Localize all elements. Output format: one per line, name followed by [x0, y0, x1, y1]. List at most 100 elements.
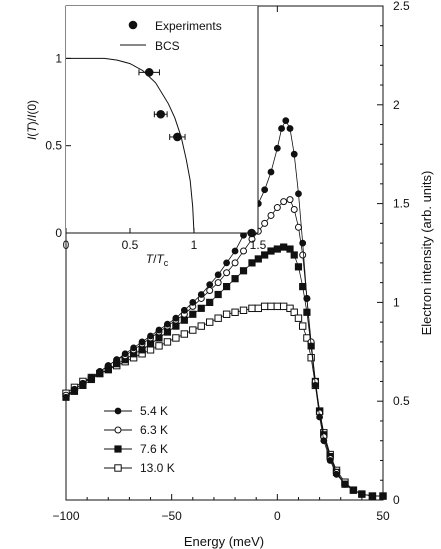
data-point	[267, 168, 275, 176]
data-point	[273, 245, 281, 253]
data-point	[62, 393, 70, 401]
series-6-3-kk	[62, 196, 387, 500]
data-point	[155, 334, 163, 342]
legend-marker	[114, 445, 122, 453]
legend-marker	[114, 407, 122, 415]
data-point	[286, 304, 294, 313]
inset-experiment-marker	[144, 68, 154, 77]
series-7-6-kk	[62, 243, 387, 500]
data-point	[231, 259, 239, 267]
data-point	[299, 239, 307, 247]
legend-entry: 13.0 K	[104, 461, 175, 475]
data-point	[172, 322, 180, 330]
data-point	[286, 125, 294, 132]
legend-label: 6.3 K	[140, 423, 168, 437]
inset-y-tick-label: 0	[55, 226, 62, 240]
data-point	[299, 282, 307, 291]
data-point	[96, 368, 104, 375]
inset-experiment-point	[169, 132, 186, 142]
data-point	[248, 259, 256, 267]
data-point	[206, 281, 214, 289]
data-point	[280, 198, 288, 206]
main-y-tick-label: 1.5	[393, 197, 410, 211]
legend-entry: 7.6 K	[104, 442, 168, 456]
inset-experiment-point	[247, 228, 256, 238]
inset-x-tick-label: 1	[191, 238, 198, 252]
data-point	[358, 490, 366, 498]
data-point	[180, 306, 188, 314]
data-point	[298, 322, 307, 330]
data-point	[280, 243, 288, 251]
data-point	[299, 251, 307, 259]
data-point	[248, 304, 256, 313]
inset-experiment-marker	[247, 228, 256, 238]
data-point	[267, 302, 275, 311]
data-point	[333, 470, 340, 478]
data-point	[320, 437, 328, 445]
data-point	[267, 247, 275, 255]
inset-panel-background	[66, 6, 258, 233]
data-point	[214, 314, 222, 322]
data-point	[254, 304, 263, 313]
data-point	[197, 304, 205, 312]
data-point	[273, 144, 281, 152]
series-line	[65, 199, 383, 497]
data-point	[290, 206, 298, 214]
inset-legend-experiments-label: Experiments	[155, 19, 222, 33]
main-x-tick-label: −100	[52, 509, 79, 523]
data-point	[206, 318, 214, 326]
data-point	[294, 314, 303, 322]
data-point	[189, 310, 197, 318]
data-point	[113, 356, 121, 364]
main-x-tick-label: 50	[376, 509, 390, 523]
data-point	[79, 380, 87, 387]
main-x-tick-label: −50	[161, 509, 182, 523]
data-point	[164, 320, 171, 328]
data-point	[369, 492, 376, 500]
data-point	[206, 287, 214, 295]
inset-x-tick-label: 0	[63, 238, 70, 252]
data-point	[278, 125, 285, 132]
data-point	[163, 338, 172, 346]
data-point	[295, 190, 302, 198]
data-point	[104, 362, 112, 370]
data-point	[223, 282, 231, 291]
data-point	[180, 316, 188, 324]
inset-legend-bcs-label: BCS	[155, 39, 180, 53]
data-point	[146, 340, 155, 348]
main-x-tick-label: 0	[274, 509, 281, 523]
legend-label: 7.6 K	[140, 442, 168, 456]
data-point	[261, 186, 269, 194]
data-point	[197, 291, 205, 298]
data-point	[290, 308, 298, 316]
data-point	[294, 263, 303, 271]
inset-legend: Experiments BCS	[120, 19, 222, 53]
data-point	[290, 251, 298, 259]
data-point	[239, 267, 248, 275]
data-point	[231, 247, 239, 255]
data-point	[316, 413, 324, 421]
data-point	[138, 338, 146, 346]
main-y-tick-label: 1	[393, 295, 400, 309]
main-y-tick-label: 2	[393, 98, 400, 112]
data-point	[214, 279, 222, 287]
data-point	[172, 334, 180, 342]
inset-y-tick-label: 1	[55, 51, 62, 65]
legend-marker	[114, 426, 122, 434]
data-point	[206, 298, 214, 307]
data-point	[146, 346, 155, 354]
data-point	[130, 344, 138, 352]
data-point	[231, 275, 239, 283]
data-point	[231, 308, 239, 316]
data-point	[267, 211, 275, 219]
data-point	[273, 204, 281, 212]
data-point	[155, 326, 163, 334]
inset-marks	[66, 57, 256, 238]
data-point	[341, 480, 349, 488]
data-point	[214, 290, 222, 299]
series-5-4-kk	[62, 117, 387, 500]
inset-axis-ticks: 0 0.5 1 1.5 0 0.5 1	[45, 51, 266, 252]
data-point	[222, 310, 231, 318]
